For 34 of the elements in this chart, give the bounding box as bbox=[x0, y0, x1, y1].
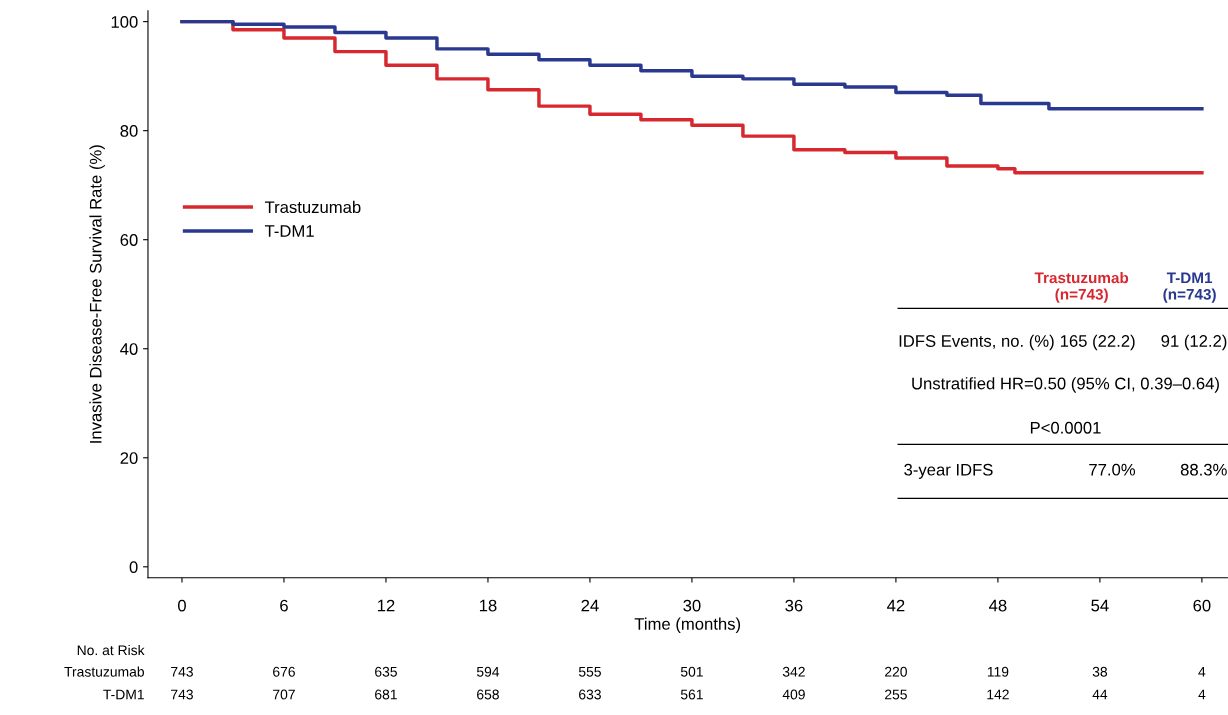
annotation: Trastuzumab (n=743) bbox=[1034, 272, 1129, 303]
x-axis-title: Time (months) bbox=[634, 617, 741, 634]
annotation: 88.3% bbox=[1180, 463, 1227, 476]
x-tick-label: 24 bbox=[581, 599, 599, 612]
legend-label: Trastuzumab bbox=[264, 200, 361, 214]
annotation: 77.0% bbox=[1089, 463, 1136, 476]
x-tick-label: 42 bbox=[887, 599, 905, 612]
annotation: P<0.0001 bbox=[1030, 421, 1101, 434]
y-tick-label: 20 bbox=[120, 452, 138, 464]
x-tick-label: 6 bbox=[280, 599, 288, 612]
y-axis-title: Invasive Disease-Free Survival Rate (%) bbox=[89, 145, 105, 443]
text: No. at Risk bbox=[77, 644, 145, 656]
text: T-DM1 743 707 681 658 633 561 409 255 142 44 4 bbox=[103, 689, 1206, 700]
y-tick-label: 80 bbox=[120, 125, 138, 137]
annotation: 91 (12.2) bbox=[1161, 334, 1227, 351]
annotation: Unstratified HR=0.50 (95% CI, 0.39–0.64) bbox=[912, 377, 1219, 393]
x-tick-label: 30 bbox=[683, 599, 701, 612]
x-tick-label: 36 bbox=[785, 599, 803, 612]
annotation: 165 (22.2) bbox=[1060, 334, 1135, 351]
annotation: 3-year IDFS bbox=[904, 463, 993, 479]
x-tick-label: 18 bbox=[479, 599, 497, 612]
annotation: T-DM1 (n=743) bbox=[1163, 272, 1216, 303]
y-tick-label: 40 bbox=[120, 343, 138, 355]
x-tick-label: 60 bbox=[1193, 599, 1211, 612]
y-tick-label: 60 bbox=[120, 234, 138, 246]
x-tick-label: 48 bbox=[989, 599, 1007, 612]
text: Trastuzumab 743 676 635 594 555 501 342 220 119 38 4 bbox=[64, 666, 1206, 677]
legend-label: T-DM1 bbox=[264, 225, 314, 237]
y-tick-label: 100 bbox=[111, 16, 138, 28]
annotation: IDFS Events, no. (%) bbox=[899, 334, 1054, 351]
x-tick-label: 12 bbox=[377, 599, 395, 612]
x-tick-label: 0 bbox=[177, 599, 186, 612]
x-tick-label: 54 bbox=[1091, 599, 1109, 612]
y-tick-label: 0 bbox=[129, 561, 138, 574]
